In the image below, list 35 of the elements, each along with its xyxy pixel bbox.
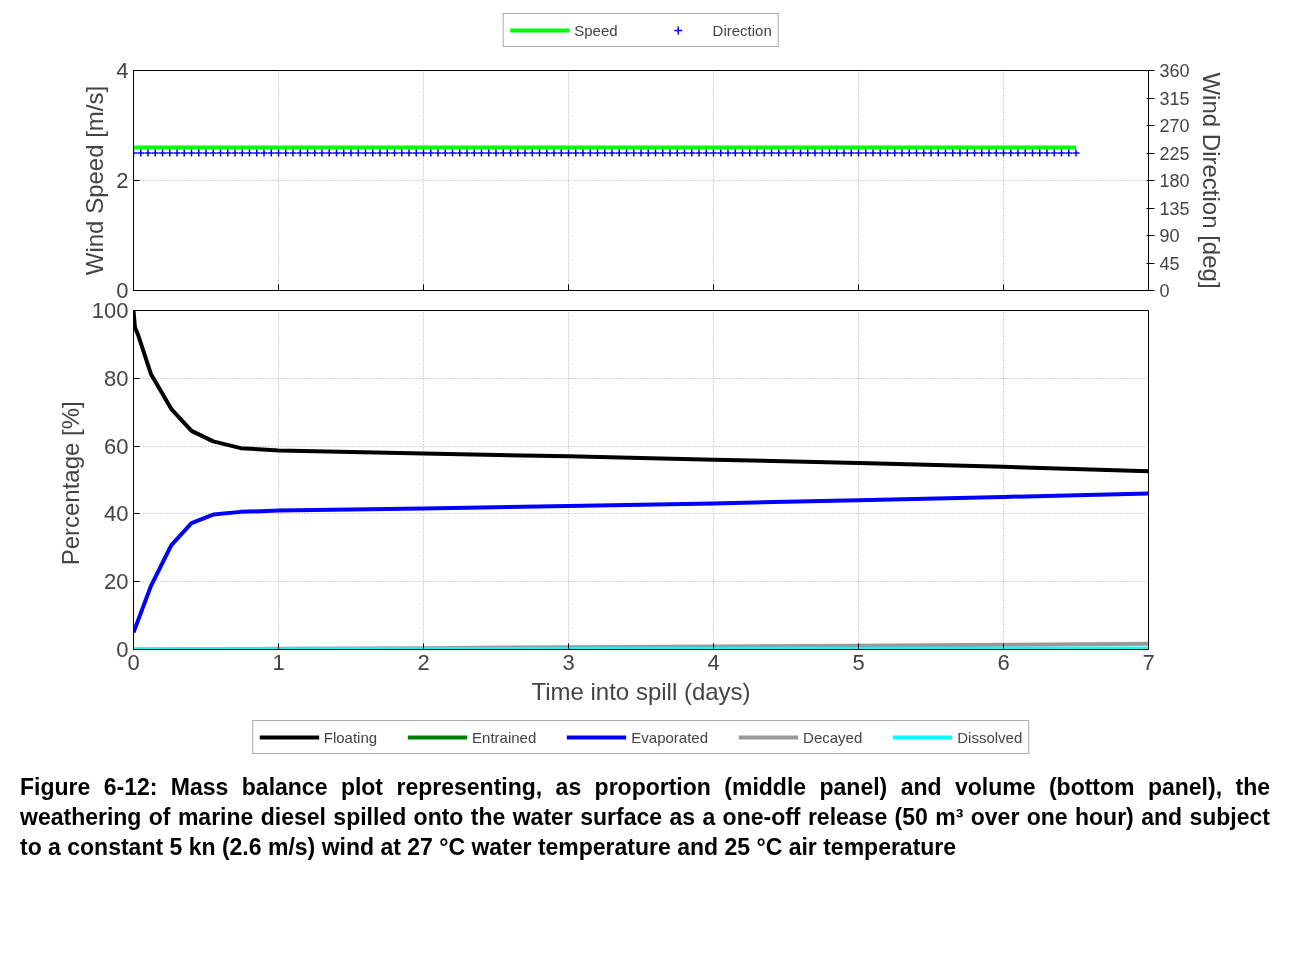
x-tick-label: 1: [272, 649, 285, 675]
y-tick-label: 2: [116, 168, 129, 193]
legend-label: Direction: [712, 21, 772, 39]
legend-label: Entrained: [472, 728, 537, 746]
y-axis-title: Wind Speed [m/s]: [81, 85, 109, 276]
x-tick-label: 5: [852, 649, 865, 675]
y2-tick-label: 225: [1159, 143, 1190, 164]
x-tick-label: 6: [997, 649, 1010, 675]
x-axis-title: Time into spill (days): [531, 677, 751, 705]
y-tick-label: 80: [104, 365, 129, 391]
y2-tick-label: 45: [1159, 253, 1180, 274]
y2-tick-label: 135: [1159, 198, 1190, 219]
x-tick-label: 2: [417, 649, 430, 675]
x-tick-label: 4: [707, 649, 720, 675]
legend-label: Decayed: [803, 728, 863, 746]
y-tick-label: 20: [104, 569, 129, 595]
legend-label: Evaporated: [631, 728, 709, 746]
y2-tick-label: 270: [1159, 116, 1190, 136]
y-tick-label: 40: [104, 501, 129, 527]
y2-tick-label: 90: [1159, 226, 1180, 246]
y2-axis-title: Wind Direction [deg]: [1197, 72, 1225, 289]
legend-label: Floating: [323, 728, 378, 746]
y2-tick-label: 0: [1159, 281, 1170, 301]
y2-tick-label: 315: [1159, 88, 1190, 109]
y-axis-title: Percentage [%]: [56, 401, 84, 566]
legend-label: Dissolved: [957, 728, 1023, 746]
x-tick-label: 3: [562, 649, 575, 675]
y-tick-label: 4: [116, 58, 129, 83]
legend-label: Speed: [574, 21, 618, 39]
y2-tick-label: 360: [1159, 61, 1190, 81]
x-tick-label: 7: [1142, 649, 1155, 675]
y-tick-label: 60: [104, 433, 129, 459]
line-series: [133, 491, 1149, 635]
y2-tick-label: 180: [1159, 171, 1190, 191]
caption: Figure 6-12: Mass balance plot representing, as proportion (middle panel) and volume (bottom panel), the weathering of marine diesel spilled onto the water surface as a one-off release (50 m³ over one hour) and subject to a constant 5 kn (2.6 m/s) wind at 27 °C water temperature and 25 °C air temperature: [20, 773, 1270, 862]
